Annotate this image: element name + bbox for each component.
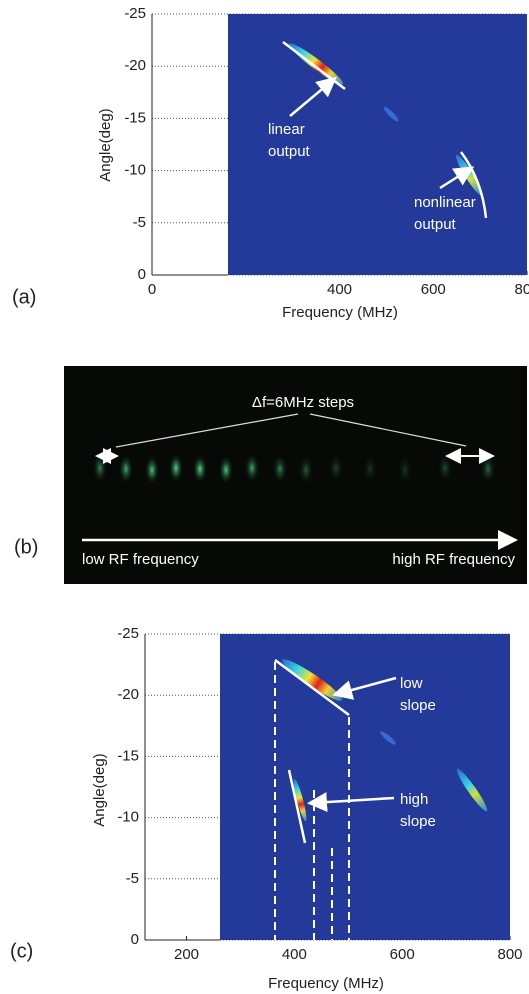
panel-a: -25 -20 -15 -10 -5 00 400 600 800 Frequency (MHz)… <box>12 5 529 321</box>
pointer <box>115 413 299 448</box>
annotation: linear <box>268 121 305 138</box>
spot <box>219 456 233 484</box>
guide-line <box>287 769 307 844</box>
spot <box>329 454 343 482</box>
annotation: slope <box>400 697 436 714</box>
x-tick-label: 600 <box>421 281 446 298</box>
y-axis-label: Angle(deg) <box>97 108 114 181</box>
x-tick-label: 400 <box>282 946 307 963</box>
x-tick-label: 800 <box>514 281 529 298</box>
annotation: high RF frequency <box>392 551 515 568</box>
streak <box>281 659 343 701</box>
annotation: output <box>414 216 457 233</box>
pointer <box>309 413 467 447</box>
y-tick-label: -25 <box>117 625 139 642</box>
x-axis-label: Frequency (MHz) <box>268 975 384 992</box>
annotation: output <box>268 143 311 160</box>
arrow <box>307 792 395 813</box>
panel-label: (b) <box>14 536 38 558</box>
heatmap-background <box>228 14 527 275</box>
streak <box>383 106 399 122</box>
y-tick-label: -15 <box>124 109 146 126</box>
y-tick-label: -5 <box>133 214 146 231</box>
annotation: low RF frequency <box>82 551 199 568</box>
guide-line <box>274 658 350 717</box>
x-tick-label: 0 <box>148 281 156 298</box>
annotation: low <box>400 675 423 692</box>
spot <box>438 454 452 482</box>
spot <box>363 455 377 483</box>
x-tick-label: 200 <box>174 946 199 963</box>
arrow <box>332 676 397 700</box>
annotation: nonlinear <box>414 194 476 211</box>
streak <box>456 768 488 812</box>
streak <box>293 778 307 822</box>
arrow <box>439 166 475 190</box>
panel-label: (a) <box>12 286 36 308</box>
spot <box>193 455 207 483</box>
spot <box>273 455 287 483</box>
arrow <box>289 76 337 117</box>
streak <box>380 731 396 745</box>
x-tick-label: 600 <box>390 946 415 963</box>
x-tick-label: 800 <box>497 946 522 963</box>
y-tick-label: -20 <box>124 57 146 74</box>
annotation: slope <box>400 813 436 830</box>
y-tick-label: 0 <box>131 931 139 948</box>
spot <box>119 455 133 483</box>
y-tick-label: -15 <box>117 747 139 764</box>
annotation: Δf=6MHz steps <box>252 394 354 411</box>
y-tick-label: -20 <box>117 686 139 703</box>
spot <box>398 456 412 484</box>
y-tick-label: 0 <box>138 266 146 283</box>
y-tick-label: -25 <box>124 5 146 22</box>
spot <box>245 454 259 482</box>
annotation: high <box>400 791 428 808</box>
spot <box>169 454 183 482</box>
streak <box>288 43 344 85</box>
y-tick-label: -10 <box>124 162 146 179</box>
spot <box>93 454 107 482</box>
x-axis-label: Frequency (MHz) <box>282 304 398 321</box>
panel-label: (c) <box>10 940 33 962</box>
y-tick-label: -5 <box>126 870 139 887</box>
heatmap-background <box>220 634 510 940</box>
y-tick-label: -10 <box>117 809 139 826</box>
panel-c: -25 -20 -15 -10 -5 0 200 400 600 800 Frequency (MH… <box>10 625 523 992</box>
panel-b: Δf=6MHz steps low RF frequency high RF f… <box>14 366 527 584</box>
y-axis-label: Angle(deg) <box>91 753 108 826</box>
spot <box>481 455 495 483</box>
spot <box>145 456 159 484</box>
spot <box>299 456 313 484</box>
guide-line <box>459 151 488 219</box>
x-tick-label: 400 <box>327 281 352 298</box>
